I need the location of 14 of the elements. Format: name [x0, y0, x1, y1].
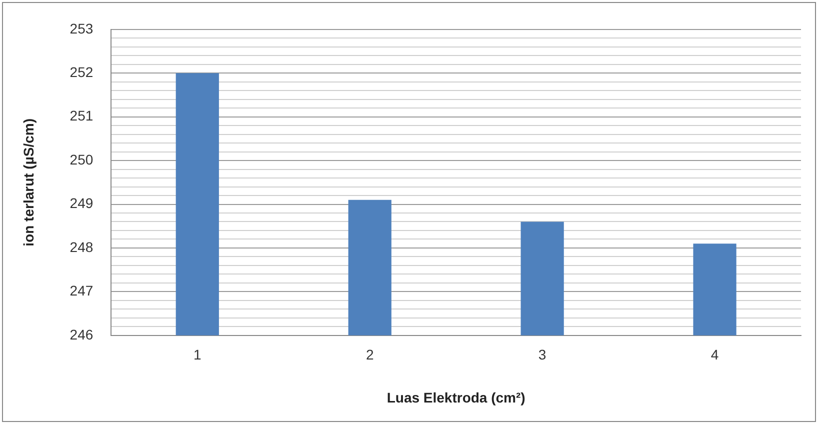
y-tick-label: 253 — [70, 20, 94, 36]
x-axis-title: Luas Elektroda (cm²) — [386, 389, 526, 406]
x-tick-label: 1 — [193, 346, 202, 363]
y-tick-label: 250 — [70, 151, 94, 168]
y-axis-title: ion terlarut (µS/cm) — [20, 118, 36, 246]
y-tick-label: 248 — [70, 238, 94, 255]
y-tick-label: 247 — [70, 282, 94, 299]
x-tick-label: 4 — [710, 346, 719, 363]
y-tick-label: 251 — [70, 108, 94, 124]
x-tick-label: 2 — [366, 346, 374, 363]
y-tick-label: 252 — [70, 64, 94, 80]
y-tick-label: 246 — [70, 326, 94, 342]
y-tick-label: 249 — [70, 195, 94, 212]
x-tick-label: 3 — [538, 346, 546, 363]
